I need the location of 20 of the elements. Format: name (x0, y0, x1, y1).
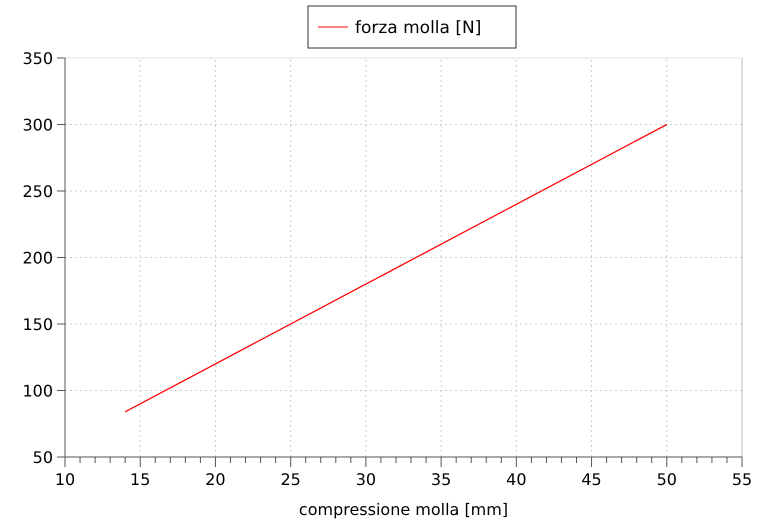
x-tick-label: 35 (430, 470, 452, 489)
x-axis-title: compressione molla [mm] (298, 500, 508, 519)
x-tick-label: 40 (506, 470, 527, 489)
y-tick-label: 200 (22, 248, 53, 268)
y-tick-label: 100 (22, 382, 53, 400)
y-tick-label: 150 (22, 315, 53, 334)
x-tick-label: 20 (205, 470, 226, 489)
y-tick-label: 300 (22, 116, 53, 134)
line-series (124, 124, 668, 412)
x-tick-label: 25 (280, 470, 301, 489)
x-tick-label: 10 (54, 470, 76, 489)
legend-label: forza molla [N] (355, 18, 482, 38)
x-tick-label: 50 (656, 470, 677, 489)
x-tick-label: 30 (356, 470, 376, 489)
y-tick-label: 250 (22, 182, 53, 201)
y-tick-label: 50 (32, 448, 53, 467)
y-tick-label: 350 (22, 49, 53, 68)
x-tick-label: 15 (130, 470, 150, 489)
x-tick-label: 55 (732, 470, 752, 489)
x-tick-label: 45 (581, 470, 602, 489)
